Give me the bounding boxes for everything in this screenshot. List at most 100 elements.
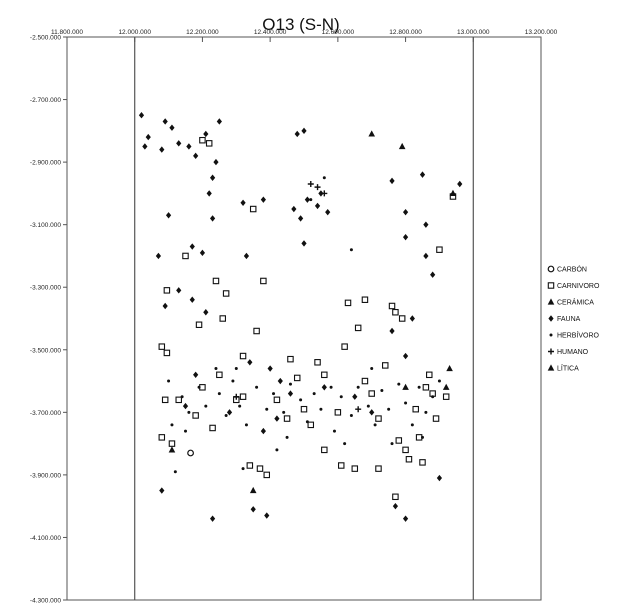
point-fauna [301, 240, 307, 247]
point-carnivoro [321, 446, 328, 454]
point-herbivoro [238, 404, 242, 408]
point-fauna [193, 152, 199, 160]
legend-label: CERÁMICA [557, 298, 594, 307]
point-fauna [216, 118, 222, 125]
point-fauna [182, 402, 189, 410]
point-carnivoro [354, 324, 362, 332]
point-herbivoro [349, 413, 353, 417]
x-tick-label: 12.000.000 [118, 29, 151, 36]
legend-label: FAUNA [557, 316, 581, 323]
point-humano [321, 190, 328, 197]
point-herbivoro [197, 385, 201, 389]
point-carnivoro [168, 440, 176, 447]
point-fauna [155, 252, 162, 260]
legend-label: CARNIVORO [557, 283, 600, 290]
legend-marker-humano [548, 348, 554, 355]
point-carnivoro [341, 343, 348, 350]
point-carnivoro [219, 315, 226, 322]
point-ceramica [368, 130, 376, 137]
point-fauna [389, 177, 395, 185]
point-herbivoro [204, 404, 208, 408]
y-tick-label: -4.100.000 [30, 535, 61, 542]
point-herbivoro [319, 407, 323, 411]
point-fauna [267, 365, 273, 372]
point-herbivoro [366, 404, 370, 408]
point-carnivoro [344, 299, 352, 307]
point-carnivoro [209, 424, 216, 432]
point-herbivoro [241, 467, 245, 471]
y-tick-label: -3.100.000 [30, 222, 61, 229]
point-herbivoro [339, 395, 343, 399]
point-fauna [250, 506, 256, 513]
point-carnivoro [239, 393, 247, 400]
point-humano [355, 406, 362, 413]
point-fauna [325, 208, 331, 216]
point-fauna [213, 158, 219, 166]
point-fauna [321, 384, 327, 391]
chart-title: O13 (S-N) [262, 15, 339, 34]
point-herbivoro [349, 248, 353, 252]
y-tick-label: -2.900.000 [30, 160, 61, 167]
x-tick-label: 13.200.000 [525, 29, 558, 36]
point-fauna [193, 371, 199, 378]
point-herbivoro [288, 382, 292, 386]
point-fauna [436, 474, 443, 482]
point-carnivoro [246, 462, 254, 469]
point-fauna [165, 212, 172, 219]
point-carnivoro [293, 374, 301, 382]
point-herbivoro [329, 385, 333, 389]
point-carnivoro [375, 415, 382, 422]
point-herbivoro [299, 398, 303, 402]
point-carnivoro [216, 371, 223, 379]
point-herbivoro [180, 395, 184, 399]
point-carbon [187, 449, 194, 457]
point-fauna [145, 133, 151, 141]
point-herbivoro [173, 470, 177, 474]
legend-label: LÍTICA [557, 364, 579, 373]
point-carnivoro [163, 287, 171, 294]
point-fauna [176, 287, 182, 294]
point-carnivoro [205, 140, 213, 147]
point-herbivoro [410, 423, 414, 427]
point-fauna [277, 377, 283, 385]
point-fauna [189, 296, 195, 303]
point-fauna [423, 252, 429, 260]
point-herbivoro [404, 401, 408, 405]
point-fauna [352, 393, 358, 400]
point-fauna [162, 118, 168, 125]
point-fauna [159, 487, 165, 494]
point-herbivoro [234, 367, 238, 371]
point-fauna [457, 180, 463, 188]
point-carnivoro [361, 377, 369, 385]
point-fauna [301, 127, 307, 135]
point-carnivoro [260, 277, 267, 285]
point-carnivoro [256, 465, 264, 472]
point-fauna [287, 390, 294, 397]
point-carnivoro [392, 493, 399, 501]
point-fauna [369, 409, 375, 416]
point-carnivoro [307, 421, 315, 429]
point-carnivoro [239, 352, 247, 360]
point-carnivoro [158, 434, 166, 441]
point-herbivoro [167, 379, 171, 383]
point-carnivoro [426, 371, 433, 379]
point-fauna [402, 515, 409, 522]
point-litica [168, 446, 176, 453]
point-carnivoro [388, 302, 396, 310]
point-ceramica [449, 189, 457, 196]
point-fauna [298, 215, 304, 222]
point-carnivoro [412, 405, 419, 413]
point-herbivoro [272, 392, 276, 396]
point-humano [307, 181, 314, 188]
y-tick-label: -3.500.000 [30, 347, 61, 354]
point-carnivoro [175, 396, 182, 404]
legend-marker-ceramica [547, 298, 555, 305]
point-fauna [186, 143, 192, 150]
point-fauna [206, 190, 212, 197]
point-carnivoro [273, 396, 281, 404]
point-carnivoro [395, 437, 403, 444]
point-carnivoro [300, 405, 308, 413]
point-carnivoro [382, 362, 389, 369]
x-tick-label: 12.600.000 [322, 29, 355, 36]
point-carnivoro [375, 465, 382, 472]
